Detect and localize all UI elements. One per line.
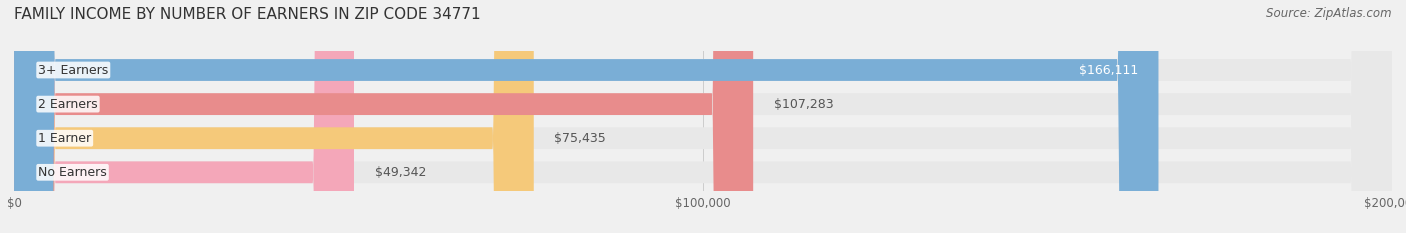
Text: No Earners: No Earners: [38, 166, 107, 179]
Text: $166,111: $166,111: [1078, 64, 1137, 76]
FancyBboxPatch shape: [14, 0, 354, 233]
Text: Source: ZipAtlas.com: Source: ZipAtlas.com: [1267, 7, 1392, 20]
FancyBboxPatch shape: [14, 0, 1392, 233]
FancyBboxPatch shape: [14, 0, 1392, 233]
FancyBboxPatch shape: [14, 0, 1159, 233]
Text: FAMILY INCOME BY NUMBER OF EARNERS IN ZIP CODE 34771: FAMILY INCOME BY NUMBER OF EARNERS IN ZI…: [14, 7, 481, 22]
FancyBboxPatch shape: [14, 0, 1392, 233]
FancyBboxPatch shape: [14, 0, 534, 233]
FancyBboxPatch shape: [14, 0, 1392, 233]
Text: $49,342: $49,342: [374, 166, 426, 179]
FancyBboxPatch shape: [14, 0, 754, 233]
Text: 2 Earners: 2 Earners: [38, 98, 98, 111]
Text: $107,283: $107,283: [773, 98, 834, 111]
Text: $75,435: $75,435: [554, 132, 606, 145]
Text: 1 Earner: 1 Earner: [38, 132, 91, 145]
Text: 3+ Earners: 3+ Earners: [38, 64, 108, 76]
